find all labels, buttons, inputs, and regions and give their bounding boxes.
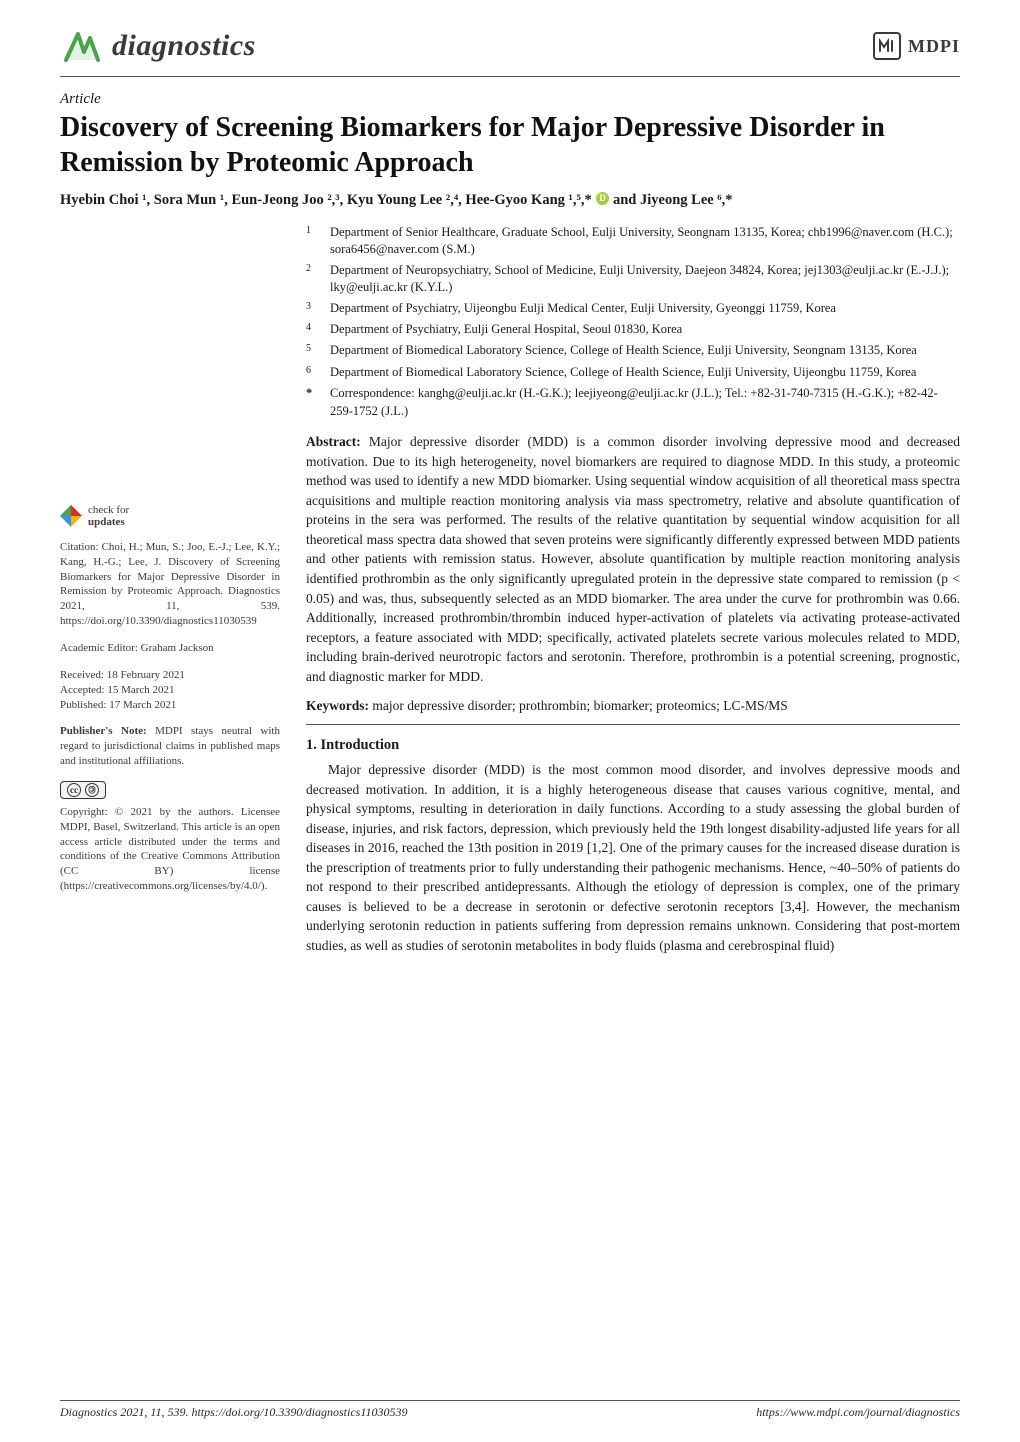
correspondence-row: * Correspondence: kanghg@eulji.ac.kr (H.… xyxy=(306,385,960,420)
header-rule xyxy=(60,76,960,77)
affiliation-number: 6 xyxy=(306,364,320,382)
authors-tail: and Jiyeong Lee ⁶,* xyxy=(609,192,732,208)
affiliation-row: 5 Department of Biomedical Laboratory Sc… xyxy=(306,342,960,360)
cc-circle-icon: cc xyxy=(67,783,81,797)
citation-block: Citation: Choi, H.; Mun, S.; Joo, E.-J.;… xyxy=(60,540,280,629)
page-root: diagnostics MDPI Article Discovery of Sc… xyxy=(0,0,1020,1442)
affiliation-number: 3 xyxy=(306,300,320,318)
mdpi-logo-icon xyxy=(872,31,902,61)
article-title: Discovery of Screening Biomarkers for Ma… xyxy=(60,110,960,180)
orcid-icon xyxy=(596,192,609,205)
cc-badge-row: cc 🄯 xyxy=(60,781,280,799)
citation-text: Citation: Choi, H.; Mun, S.; Joo, E.-J.;… xyxy=(60,540,280,629)
dates-block: Received: 18 February 2021 Accepted: 15 … xyxy=(60,668,280,713)
keywords-text: major depressive disorder; prothrombin; … xyxy=(372,698,787,713)
diagnostics-logo-icon xyxy=(60,24,104,68)
footer-right: https://www.mdpi.com/journal/diagnostics xyxy=(756,1405,960,1420)
affiliation-row: 1 Department of Senior Healthcare, Gradu… xyxy=(306,224,960,259)
affiliation-number: 1 xyxy=(306,224,320,259)
correspondence-text: Correspondence: kanghg@eulji.ac.kr (H.-G… xyxy=(330,385,960,420)
publisher-logo: MDPI xyxy=(872,31,960,61)
keywords-rule xyxy=(306,724,960,725)
footer-citation: Diagnostics 2021, 11, 539. https://doi.o… xyxy=(60,1405,407,1419)
journal-name: diagnostics xyxy=(112,29,256,63)
main-column: 1 Department of Senior Healthcare, Gradu… xyxy=(306,224,960,956)
sidebar: check for updates Citation: Choi, H.; Mu… xyxy=(60,224,280,956)
license-block: cc 🄯 Copyright: © 2021 by the authors. L… xyxy=(60,781,280,894)
keywords-label: Keywords: xyxy=(306,698,372,713)
affiliation-text: Department of Psychiatry, Eulji General … xyxy=(330,321,960,339)
affiliation-text: Department of Psychiatry, Uijeongbu Eulj… xyxy=(330,300,960,318)
academic-editor: Academic Editor: Graham Jackson xyxy=(60,641,280,656)
abstract-label: Abstract: xyxy=(306,434,369,449)
affiliation-row: 4 Department of Psychiatry, Eulji Genera… xyxy=(306,321,960,339)
keywords: Keywords: major depressive disorder; pro… xyxy=(306,696,960,716)
affiliation-number: 4 xyxy=(306,321,320,339)
footer: Diagnostics 2021, 11, 539. https://doi.o… xyxy=(60,1400,960,1420)
date-published: Published: 17 March 2021 xyxy=(60,698,280,713)
publisher-note-block: Publisher's Note: MDPI stays neutral wit… xyxy=(60,724,280,769)
authors-line: Hyebin Choi ¹, Sora Mun ¹, Eun-Jeong Joo… xyxy=(60,190,960,212)
abstract-text: Major depressive disorder (MDD) is a com… xyxy=(306,434,960,684)
journal-logo: diagnostics xyxy=(60,24,256,68)
footer-left: Diagnostics 2021, 11, 539. https://doi.o… xyxy=(60,1405,407,1420)
affiliation-number: 2 xyxy=(306,262,320,297)
affiliation-text: Department of Senior Healthcare, Graduat… xyxy=(330,224,960,259)
header: diagnostics MDPI xyxy=(0,0,1020,74)
article-type: Article xyxy=(60,91,1020,108)
affiliation-text: Department of Biomedical Laboratory Scie… xyxy=(330,364,960,382)
date-received: Received: 18 February 2021 xyxy=(60,668,280,683)
sidebar-spacer xyxy=(60,224,280,504)
date-accepted: Accepted: 15 March 2021 xyxy=(60,683,280,698)
check-updates-icon xyxy=(60,505,82,527)
section-1-title: 1. Introduction xyxy=(306,735,960,756)
updates-label: updates xyxy=(88,516,129,528)
affiliation-number: 5 xyxy=(306,342,320,360)
copyright-text: Copyright: © 2021 by the authors. Licens… xyxy=(60,805,280,894)
by-circle-icon: 🄯 xyxy=(85,783,99,797)
columns: check for updates Citation: Choi, H.; Mu… xyxy=(60,224,960,956)
footer-link[interactable]: https://www.mdpi.com/journal/diagnostics xyxy=(756,1405,960,1419)
check-updates[interactable]: check for updates xyxy=(60,504,280,528)
academic-editor-block: Academic Editor: Graham Jackson xyxy=(60,641,280,656)
affiliations: 1 Department of Senior Healthcare, Gradu… xyxy=(306,224,960,420)
affiliation-text: Department of Neuropsychiatry, School of… xyxy=(330,262,960,297)
affiliation-row: 3 Department of Psychiatry, Uijeongbu Eu… xyxy=(306,300,960,318)
cc-badge: cc 🄯 xyxy=(60,781,106,799)
affiliation-text: Department of Biomedical Laboratory Scie… xyxy=(330,342,960,360)
abstract: Abstract: Major depressive disorder (MDD… xyxy=(306,432,960,686)
check-updates-text: check for updates xyxy=(88,504,129,528)
authors-main: Hyebin Choi ¹, Sora Mun ¹, Eun-Jeong Joo… xyxy=(60,192,595,208)
publisher-note: Publisher's Note: MDPI stays neutral wit… xyxy=(60,724,280,769)
affiliation-row: 2 Department of Neuropsychiatry, School … xyxy=(306,262,960,297)
section-1-body: Major depressive disorder (MDD) is the m… xyxy=(306,760,960,956)
check-for-label: check for xyxy=(88,504,129,516)
publisher-name: MDPI xyxy=(908,36,960,57)
correspondence-star: * xyxy=(306,385,320,420)
affiliation-row: 6 Department of Biomedical Laboratory Sc… xyxy=(306,364,960,382)
